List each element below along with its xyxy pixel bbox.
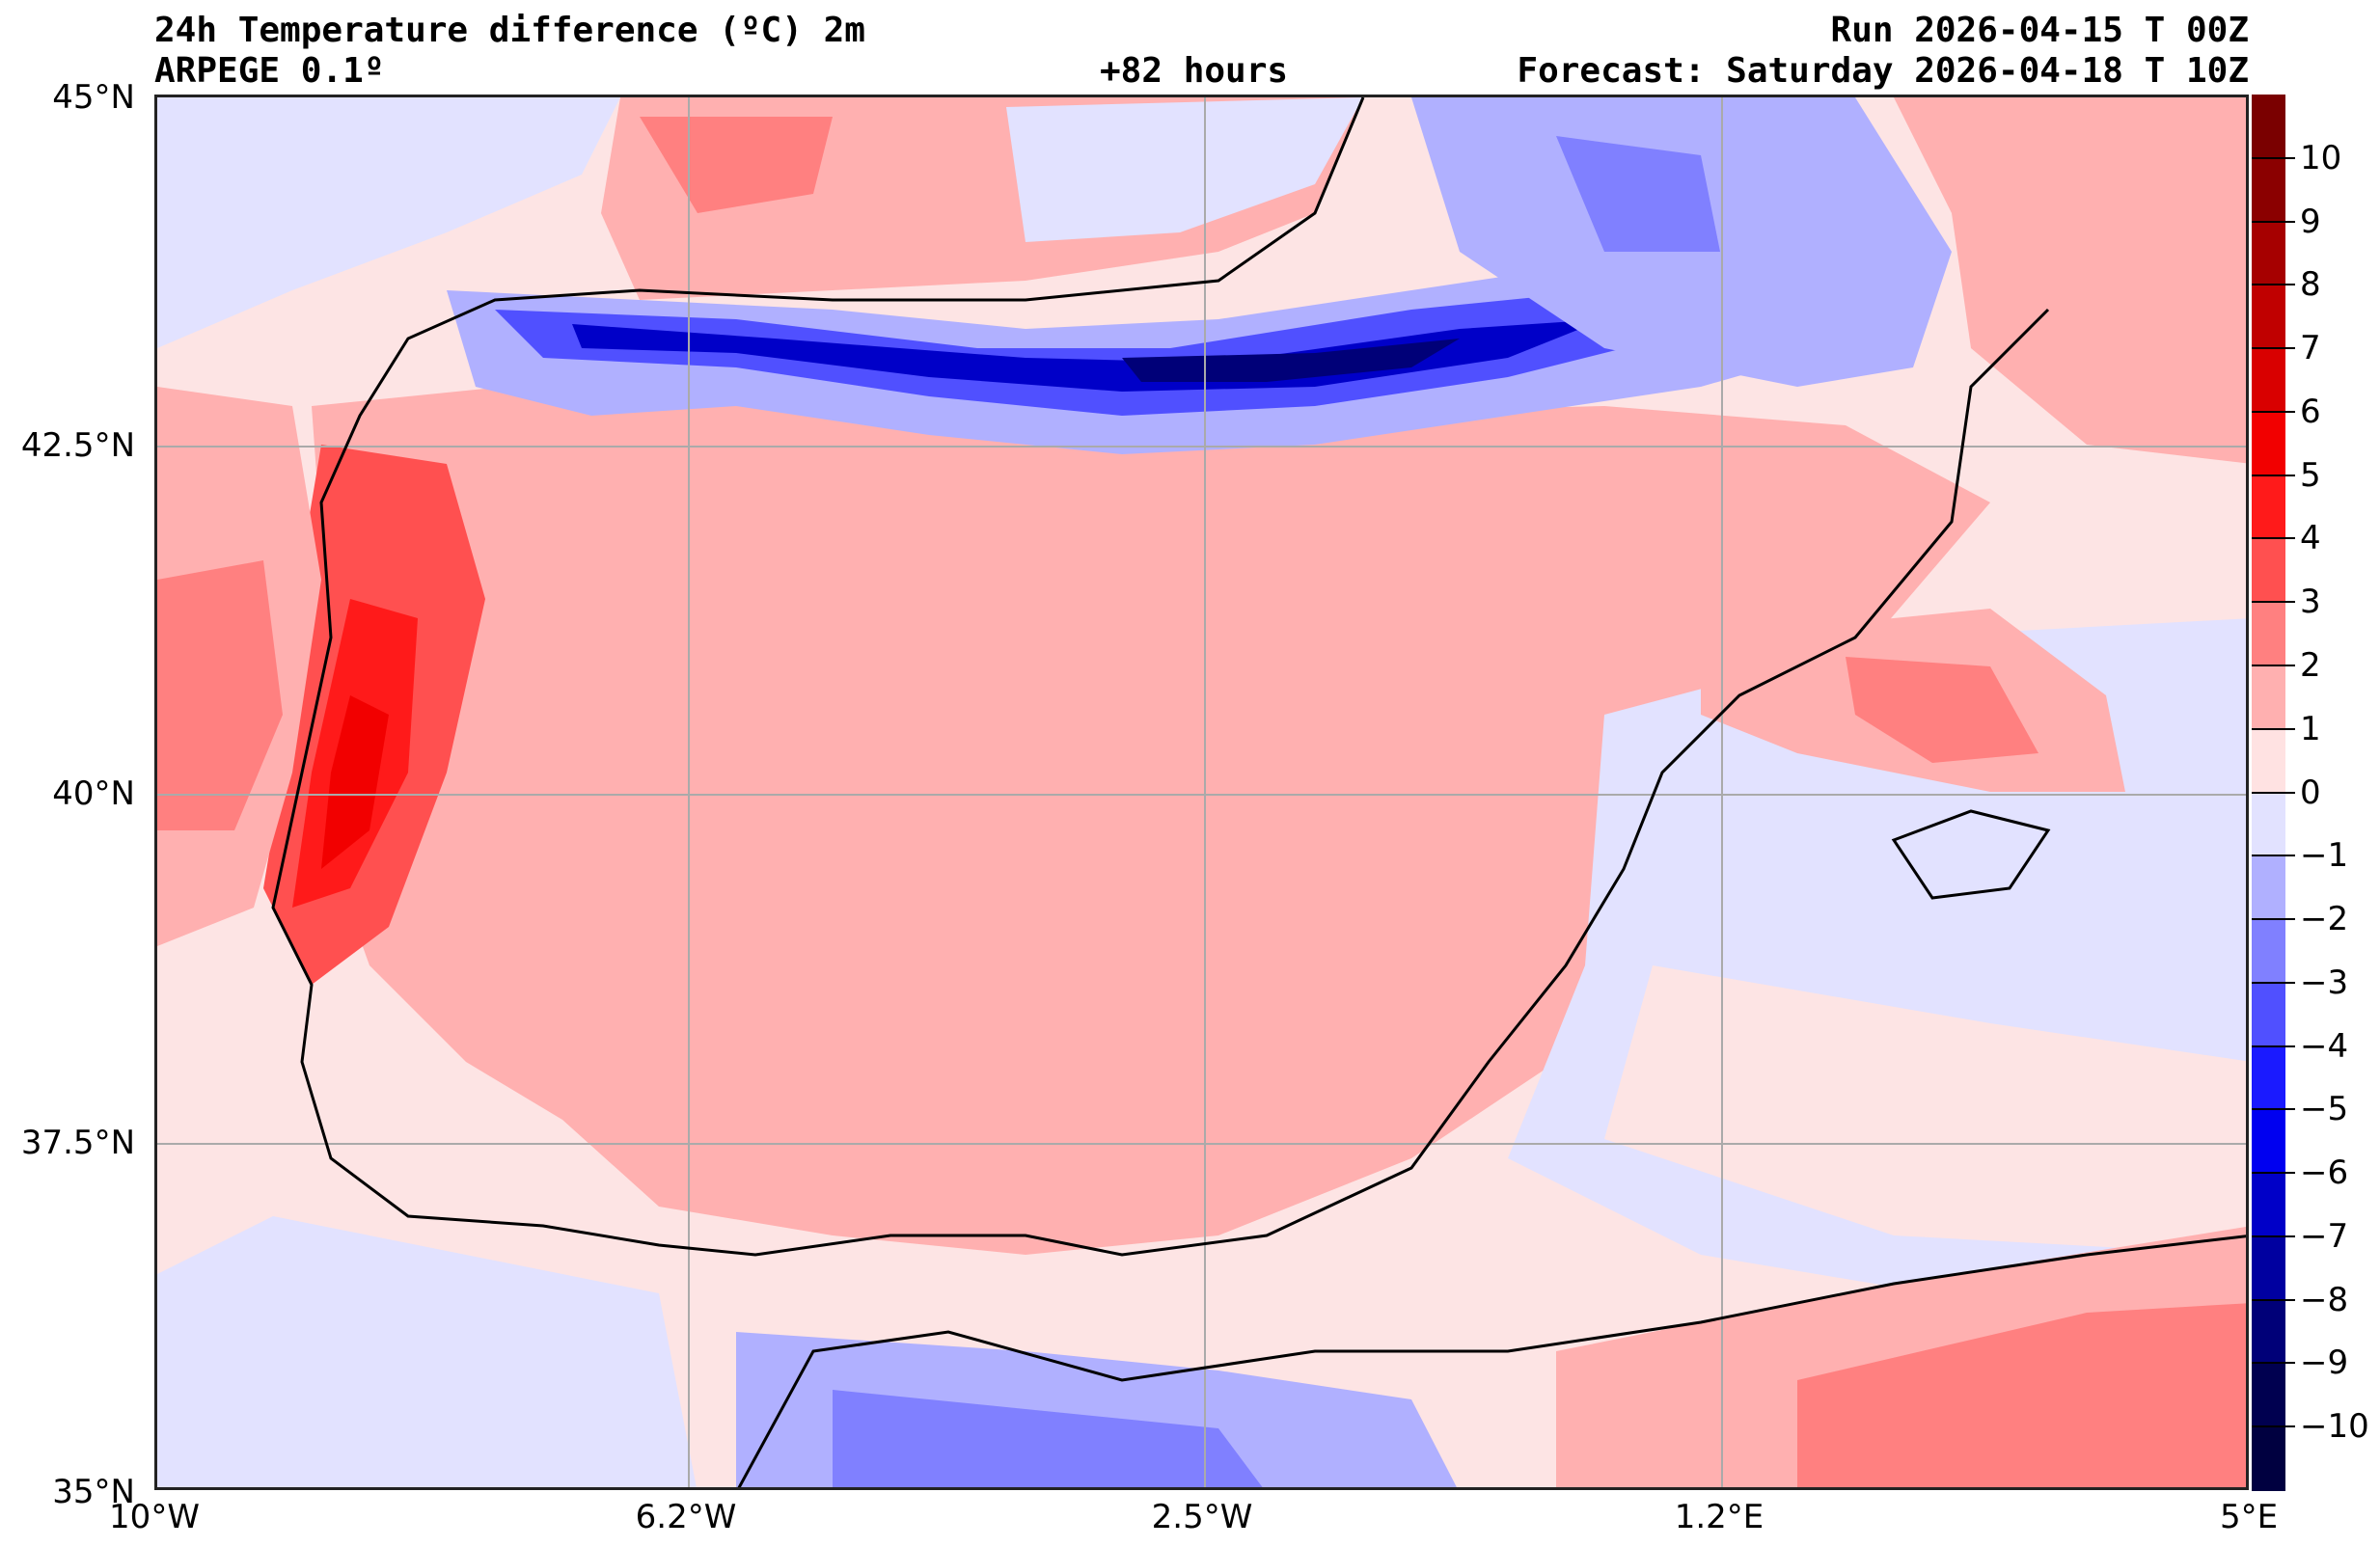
colorbar-tick	[2252, 474, 2295, 476]
coastline-iberia	[271, 97, 2050, 1257]
colorbar-segment	[2252, 221, 2285, 286]
colorbar-tick	[2252, 537, 2295, 540]
map-fields	[157, 97, 2246, 1487]
field-cool-biscay	[1006, 97, 1363, 242]
colorbar-tick	[2252, 918, 2295, 921]
colorbar-tick	[2252, 791, 2295, 794]
colorbar-tick	[2252, 410, 2295, 413]
field-warm-algeria-core	[1797, 1303, 2246, 1487]
colorbar-label: 8	[2300, 265, 2321, 305]
colorbar-label: −9	[2300, 1343, 2349, 1383]
coastline-africa	[737, 1235, 2246, 1487]
y-tick-label: 42.5°N	[20, 426, 135, 465]
colorbar-tick	[2252, 1235, 2295, 1237]
colorbar-label: 6	[2300, 392, 2321, 431]
colorbar-label: −4	[2300, 1026, 2349, 1066]
forecast-time: Forecast: Saturday 2026-04-18 T 10Z	[1517, 51, 2249, 91]
colorbar-label: −5	[2300, 1090, 2349, 1129]
colorbar-tick	[2252, 347, 2295, 350]
colorbar-label: −7	[2300, 1216, 2349, 1256]
colorbar-tick	[2252, 1362, 2295, 1365]
field-warm-balearic-core	[1846, 657, 2038, 763]
colorbar-tick	[2252, 220, 2295, 223]
colorbar-segment	[2252, 1109, 2285, 1175]
colorbar-label: 10	[2300, 138, 2342, 177]
colorbar-label: −2	[2300, 900, 2349, 939]
field-cold-cantabria-mid	[495, 290, 1701, 416]
colorbar-label: −1	[2300, 836, 2349, 876]
colorbar-segment	[2252, 1426, 2285, 1491]
temperature-map	[154, 95, 2249, 1490]
colorbar-segment	[2252, 982, 2285, 1047]
colorbar-segment	[2252, 1235, 2285, 1301]
model-label: ARPEGE 0.1º	[154, 51, 385, 91]
field-cold-africa-core	[833, 1390, 1263, 1487]
colorbar-tick	[2252, 1045, 2295, 1047]
colorbar-segment	[2252, 348, 2285, 413]
x-tick-label: 1.2°E	[1674, 1498, 1764, 1536]
colorbar-segment	[2252, 792, 2285, 857]
run-time: Run 2026-04-15 T 00Z	[1830, 11, 2249, 50]
lead-time: +82 hours	[1100, 51, 1289, 91]
colorbar-segment	[2252, 1045, 2285, 1111]
colorbar	[2252, 95, 2285, 1491]
x-tick-label: 2.5°W	[1151, 1498, 1253, 1536]
colorbar-segment	[2252, 1363, 2285, 1428]
colorbar-segment	[2252, 95, 2285, 159]
colorbar-segment	[2252, 157, 2285, 223]
coastline-mallorca	[1891, 809, 2051, 900]
field-neutral-med	[1604, 965, 2246, 1255]
colorbar-tick	[2252, 1172, 2295, 1175]
colorbar-tick	[2252, 1425, 2295, 1428]
field-cool-sw-atlantic	[157, 1216, 697, 1487]
colorbar-segment	[2252, 855, 2285, 921]
colorbar-tick	[2252, 601, 2295, 604]
colorbar-label: 4	[2300, 519, 2321, 558]
colorbar-label: 1	[2300, 709, 2321, 748]
colorbar-label: 3	[2300, 583, 2321, 622]
colorbar-label: 9	[2300, 202, 2321, 241]
colorbar-label: 5	[2300, 455, 2321, 495]
colorbar-tick	[2252, 981, 2295, 984]
colorbar-label: −10	[2300, 1407, 2369, 1447]
y-tick-label: 35°N	[52, 1473, 135, 1511]
colorbar-tick	[2252, 727, 2295, 730]
colorbar-segment	[2252, 728, 2285, 794]
x-tick-label: 5°E	[2219, 1498, 2279, 1536]
field-cold-cantabria-peak	[1122, 339, 1460, 382]
colorbar-label: −6	[2300, 1153, 2349, 1193]
y-tick-label: 37.5°N	[20, 1124, 135, 1162]
field-cold-france-core	[1556, 136, 1720, 252]
gridlines	[157, 97, 2246, 1487]
colorbar-label: 7	[2300, 329, 2321, 368]
colorbar-label: 0	[2300, 773, 2321, 812]
colorbar-segment	[2252, 411, 2285, 476]
colorbar-label: 2	[2300, 645, 2321, 685]
colorbar-segment	[2252, 1173, 2285, 1237]
colorbar-segment	[2252, 919, 2285, 984]
colorbar-tick	[2252, 284, 2295, 286]
y-tick-label: 45°N	[52, 78, 135, 117]
colorbar-tick	[2252, 156, 2295, 159]
colorbar-label: −8	[2300, 1280, 2349, 1319]
colorbar-segment	[2252, 538, 2285, 604]
colorbar-segment	[2252, 665, 2285, 730]
x-tick-label: 10°W	[109, 1498, 200, 1536]
colorbar-segment	[2252, 285, 2285, 350]
colorbar-tick	[2252, 855, 2295, 857]
y-tick-label: 40°N	[52, 774, 135, 813]
colorbar-segment	[2252, 602, 2285, 666]
field-portugal-peak	[321, 695, 389, 869]
map-title: 24h Temperature difference (ºC) 2m	[154, 11, 865, 50]
field-warm-ne	[1894, 97, 2246, 464]
field-atlantic-warm-core	[157, 560, 283, 830]
colorbar-segment	[2252, 475, 2285, 540]
colorbar-tick	[2252, 664, 2295, 666]
colorbar-tick	[2252, 1298, 2295, 1301]
field-cool-atlantic	[157, 97, 620, 348]
x-tick-label: 6.2°W	[635, 1498, 737, 1536]
colorbar-segment	[2252, 1299, 2285, 1365]
colorbar-tick	[2252, 1108, 2295, 1111]
colorbar-label: −3	[2300, 963, 2349, 1002]
